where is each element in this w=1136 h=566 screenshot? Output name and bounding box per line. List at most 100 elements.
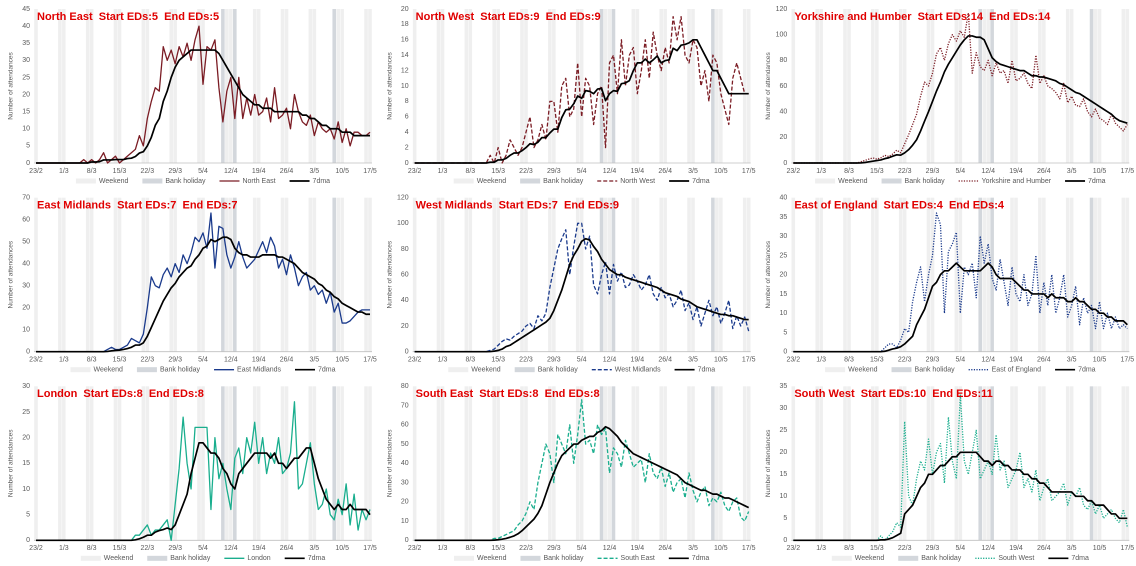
x-tick-label: 29/3 [926,357,940,364]
shade-bar [986,197,990,352]
shade-bar [496,9,500,163]
shade-bar [1038,9,1042,163]
shade-bar [1014,9,1018,163]
shade-bar [201,197,205,352]
x-tick-label: 10/5 [714,357,728,364]
y-tick-label: 10 [780,493,788,500]
moving-average-line [414,237,749,353]
shade-bar [548,197,552,352]
legend-label: Weekend [855,555,885,562]
x-tick-label: 26/4 [1037,357,1051,364]
shade-bar [659,197,663,352]
shade-bar [520,386,524,541]
shade-bar [926,386,931,541]
x-tick-label: 22/3 [898,545,912,552]
shade-bar [898,9,903,163]
x-tick-label: 17/5 [363,357,377,364]
shade-bar [141,9,146,163]
moving-average-line [35,49,371,164]
shade-bar [687,197,691,352]
legend-swatch [825,367,846,373]
x-tick-label: 29/3 [168,545,182,552]
shade-bar [117,197,122,352]
shade-bar [113,9,118,163]
x-tick-label: 19/4 [1009,545,1023,552]
x-tick-label: 17/5 [742,168,756,175]
shade-bar [711,386,715,541]
shade-bar [1014,197,1018,352]
x-tick-label: 5/4 [198,545,208,552]
shade-bar [364,197,368,352]
legend-swatch [75,178,96,184]
legend-label: Weekend [848,367,878,374]
shade-bar [336,386,340,541]
shade-bar [719,197,723,352]
moving-average-line [793,262,1128,353]
shade-bar [252,197,257,352]
chart-title: Yorkshire and Humber Start EDs:14 End ED… [794,11,1051,23]
legend-swatch [514,367,535,373]
shade-bar [524,197,528,352]
chart-title: East of England Start EDs:4 End EDs:4 [794,200,1005,212]
x-tick-label: 5/4 [955,168,965,175]
x-tick-label: 26/4 [280,168,294,175]
shade-bar [141,386,146,541]
x-tick-label: 3/5 [688,168,698,175]
y-tick-label: 80 [401,246,409,253]
legend-label: 7dma [313,178,331,185]
x-tick-label: 1/3 [59,357,69,364]
legend-label: East of England [992,367,1042,374]
x-tick-label: 8/3 [465,357,475,364]
shade-bar [436,386,441,541]
shade-bar [930,197,935,352]
panel: 0 5 10 15 20 25 30 35 40 45 23/2 1/3 8/3 15/3 22/3 29/3… [8,6,377,185]
shade-bar [225,197,229,352]
shade-bar [145,197,150,352]
x-tick-label: 12/4 [603,357,617,364]
x-tick-label: 1/3 [59,545,69,552]
panel: 0 5 10 15 20 25 30 35 23/2 1/3 8/3 15/3 22/3 29/3 5/4 1… [765,383,1134,562]
y-tick-label: 2 [405,144,409,151]
x-tick-label: 5/4 [955,357,965,364]
shade-bar [978,197,983,352]
x-tick-label: 15/3 [491,168,505,175]
shade-bar [229,197,233,352]
shade-bar [575,386,580,541]
x-tick-label: 5/4 [198,357,208,364]
shade-bar [58,197,62,352]
x-tick-label: 10/5 [1093,168,1107,175]
chart-title: West Midlands Start EDs:7 End EDs:9 [416,200,619,212]
shade-bar [312,9,317,163]
shade-bar [233,9,237,163]
y-tick-label: 30 [22,283,30,290]
shade-bar [982,197,986,352]
shade-bar [85,197,90,352]
x-tick-label: 29/3 [926,168,940,175]
shade-bar [847,9,851,163]
shade-bar [468,9,473,163]
legend-label: West Midlands [615,367,661,374]
y-tick-label: 0 [783,160,787,167]
y-tick-label: 80 [401,383,409,390]
shade-bar [252,9,257,163]
shade-bar [552,197,556,352]
shade-bar [978,9,983,163]
y-axis-label: Number of attendances [765,429,772,497]
shade-bar [1097,9,1102,163]
shade-bar [954,9,959,163]
panel: 0 2 4 6 8 10 12 14 16 18 20 23/2 1/3 8/3 15/3 22/3 29/3 5… [386,6,755,185]
x-tick-label: 17/5 [363,545,377,552]
x-tick-label: 10/5 [335,545,349,552]
y-tick-label: 20 [22,435,30,442]
shade-bar [603,386,608,541]
shade-bar [1069,9,1074,163]
shade-bar [336,197,340,352]
x-tick-label: 8/3 [87,357,97,364]
y-tick-label: 50 [22,239,30,246]
shade-bar [201,386,205,541]
moving-average-line [414,425,750,542]
shade-bar [233,197,237,352]
x-tick-label: 1/3 [816,357,826,364]
x-tick-label: 12/4 [224,168,238,175]
shade-bar [173,9,177,163]
